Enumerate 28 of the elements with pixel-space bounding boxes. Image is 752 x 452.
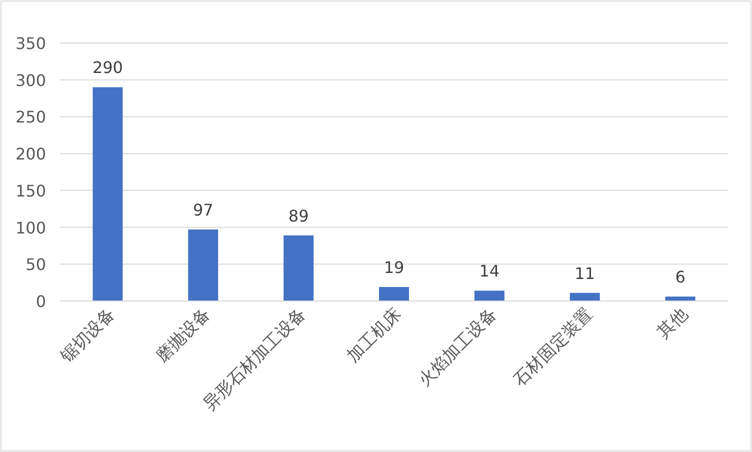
x-tick-label: 锯切设备	[56, 304, 120, 368]
x-tick-label: 石材固定装置	[510, 304, 596, 391]
data-label: 6	[675, 268, 686, 287]
data-label: 97	[192, 200, 214, 220]
y-tick-label: 300	[15, 70, 46, 90]
y-tick-label: 150	[15, 181, 46, 200]
bar	[92, 87, 123, 301]
x-tick-label: 磨抛设备	[152, 304, 215, 367]
bar	[188, 229, 218, 301]
y-tick-label: 350	[15, 34, 46, 53]
bar	[474, 290, 504, 301]
bar	[379, 286, 409, 301]
data-label: 290	[92, 58, 123, 78]
bar	[570, 292, 600, 301]
data-label: 11	[574, 264, 596, 283]
x-tick-label: 火焰加工设备	[414, 304, 501, 391]
data-label: 14	[479, 262, 500, 281]
x-tick-label: 其他	[654, 304, 692, 343]
bar	[284, 235, 314, 301]
data-label: 89	[288, 206, 309, 226]
data-label: 19	[384, 258, 404, 277]
y-tick-label: 0	[36, 292, 46, 311]
y-tick-label: 50	[26, 255, 46, 274]
bar	[665, 296, 696, 301]
y-tick-label: 100	[15, 218, 46, 238]
x-tick-label: 加工机床	[343, 304, 406, 367]
y-tick-label: 200	[15, 144, 46, 164]
y-tick-label: 250	[15, 108, 46, 127]
